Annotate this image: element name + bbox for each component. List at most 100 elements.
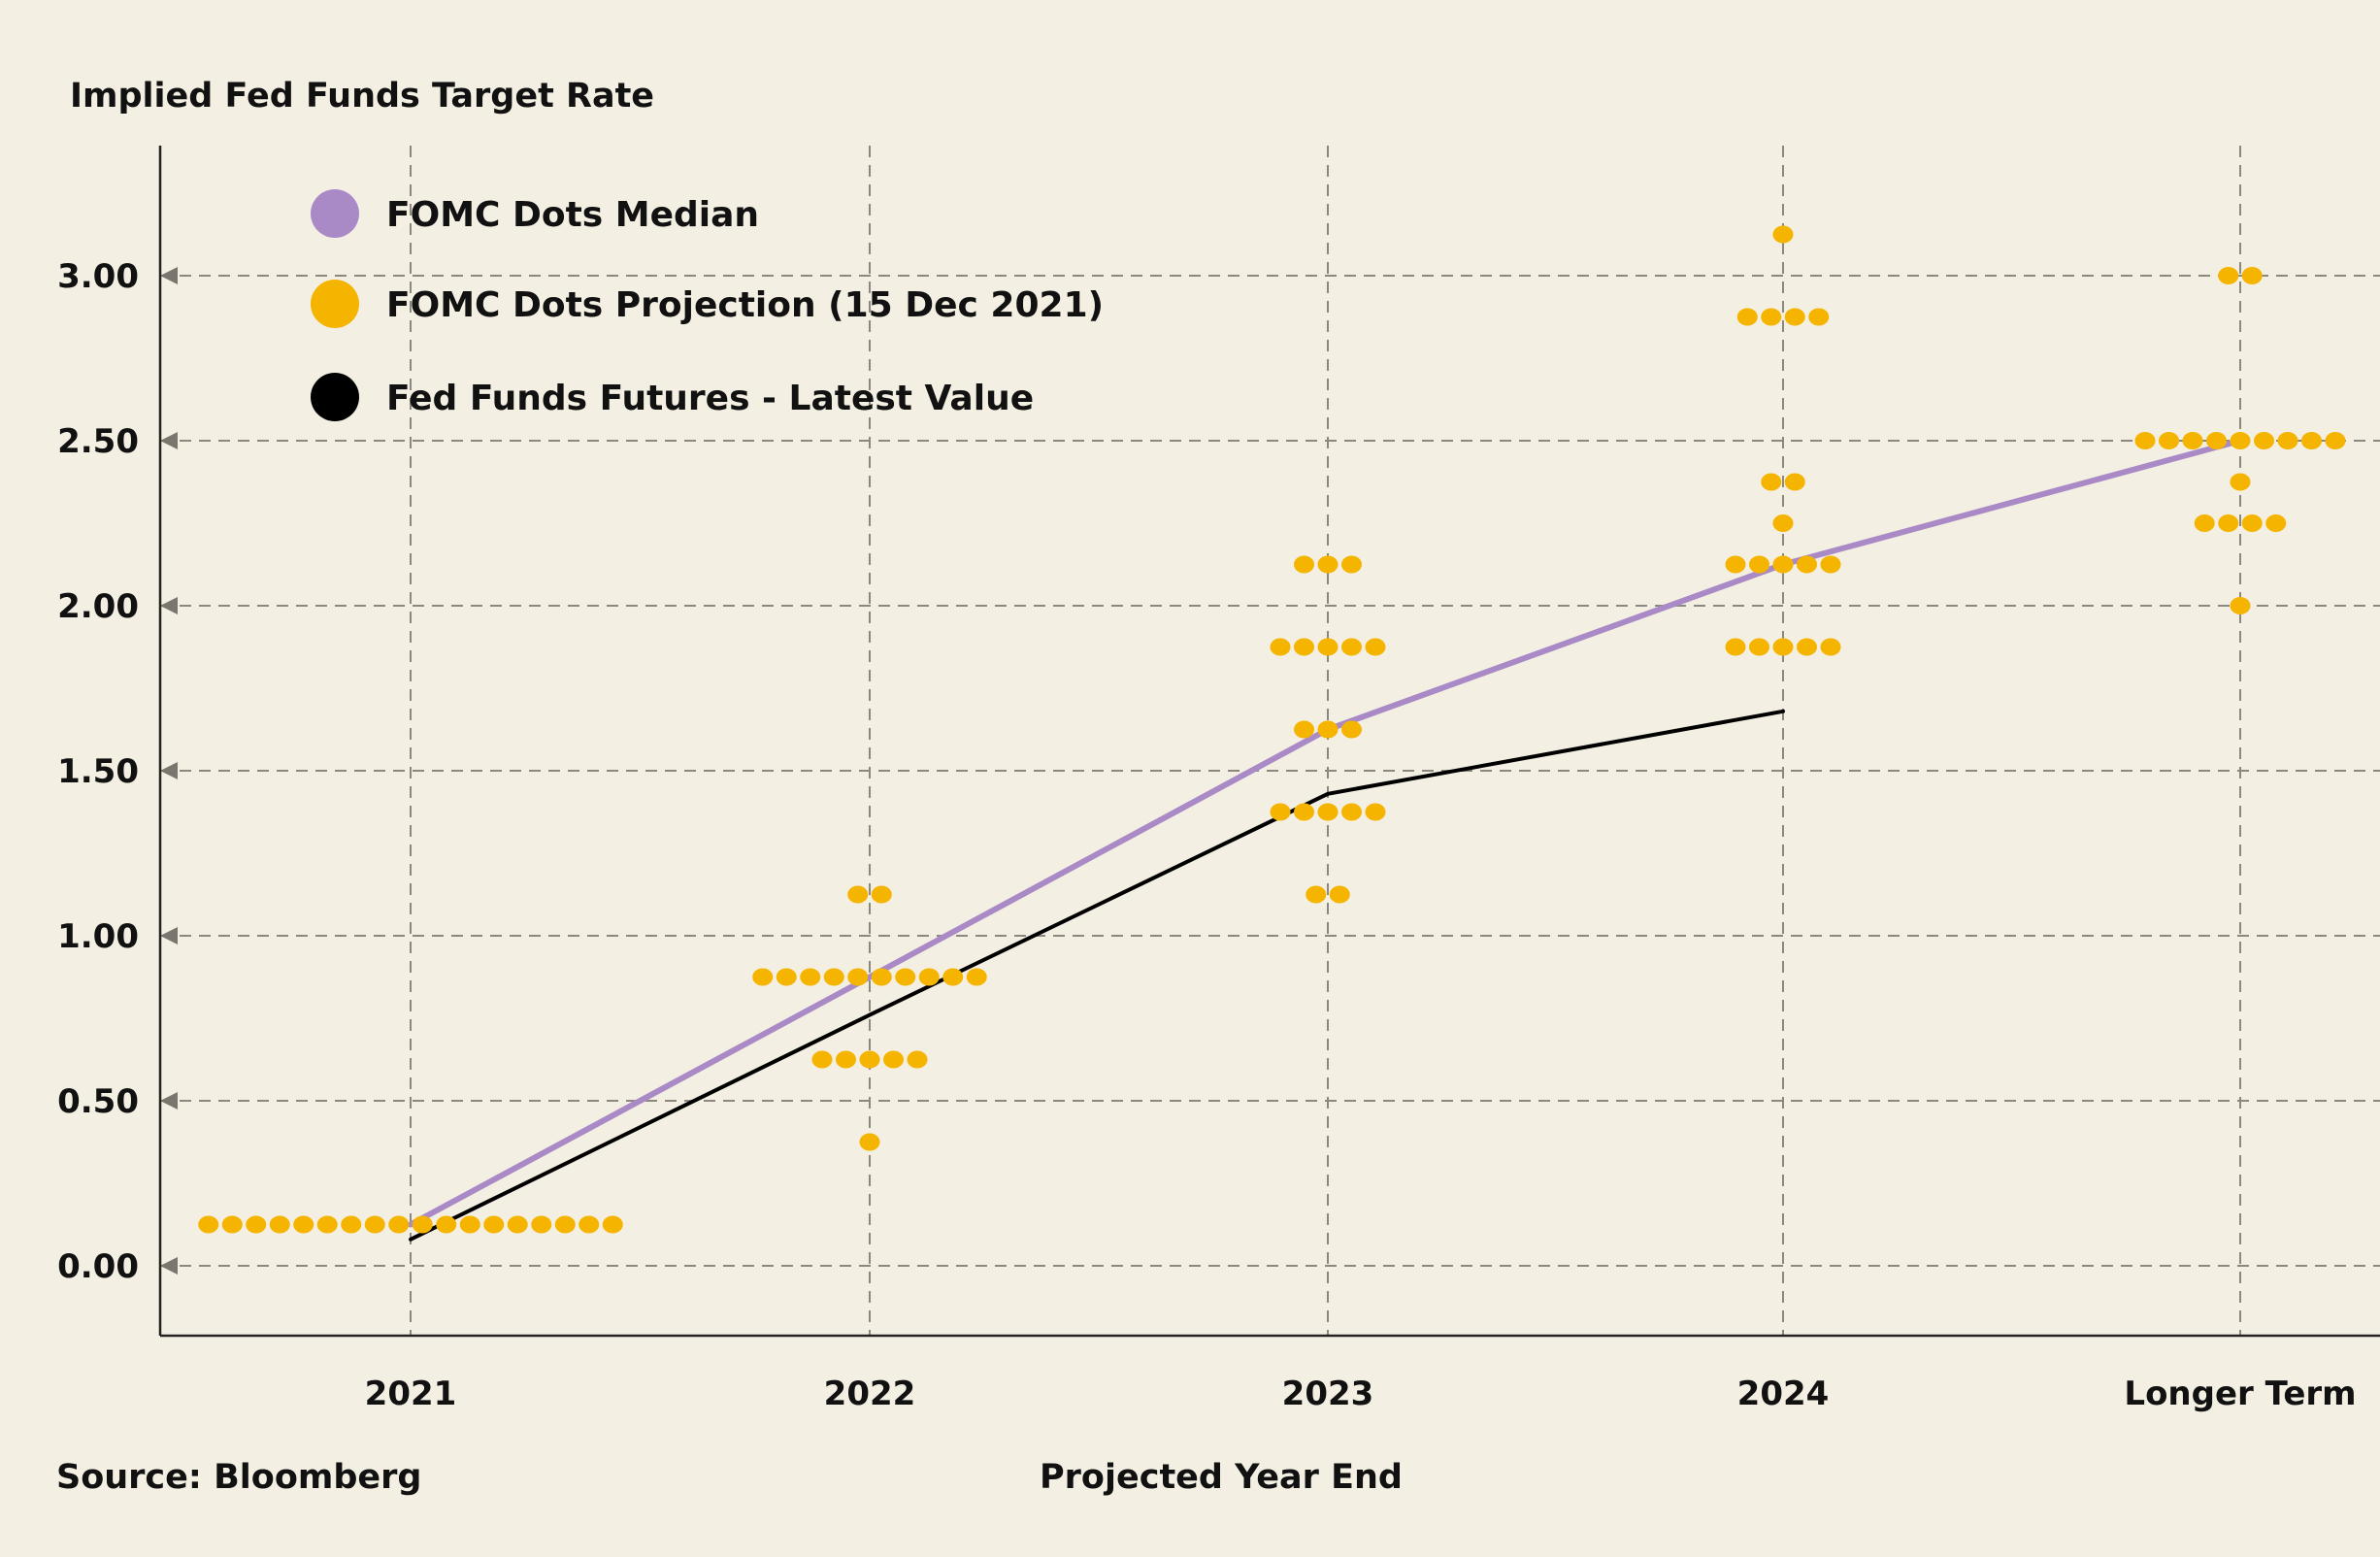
projection-dot [752,968,774,986]
x-tick-label: 2021 [365,1375,457,1413]
projection-dots [198,225,2346,1234]
tick-arrow [160,927,178,944]
grid [160,146,2380,1336]
x-axis-label: Projected Year End [1040,1458,1403,1497]
projection-dot [823,968,844,986]
projection-dot [1294,638,1314,656]
x-tick-label: 2024 [1737,1375,1830,1413]
futures-line [409,709,1785,1242]
projection-dot [966,968,987,986]
projection-dot [2218,267,2239,284]
projection-dot [2241,514,2263,532]
y-tick-label: 1.00 [57,917,139,956]
projection-dot [836,1050,856,1069]
projection-dot [847,885,869,904]
projection-dot [1270,803,1291,821]
projection-dot [269,1215,290,1234]
projection-dot [1341,720,1362,739]
projection-dot [2230,432,2251,449]
projection-dot [1294,720,1314,739]
projection-dot [895,968,916,986]
projection-dot [2277,432,2298,449]
projection-dot [1365,638,1386,656]
projection-dot [459,1215,480,1234]
projection-dot [1736,308,1758,326]
tick-arrow [160,1257,178,1275]
projection-dot [871,885,892,904]
y-tick-label: 2.50 [57,422,139,461]
legend-label: FOMC Dots Median [386,195,759,235]
projection-dot [2301,432,2322,449]
projection-dot [1772,638,1794,656]
axes [158,146,2380,1338]
projection-dot [507,1215,528,1234]
projection-dot [2182,432,2203,449]
projection-dot [1749,638,1769,656]
y-tick-label: 2.00 [57,587,139,626]
projection-dot [1820,555,1841,574]
projection-dot [1317,638,1339,656]
legend-label: Fed Funds Futures - Latest Value [386,379,1034,418]
projection-dot [1749,555,1769,574]
y-axis-ticks: 0.00 0.50 1.00 1.50 2.00 2.50 3.00 [57,257,139,1286]
legend: FOMC Dots Median FOMC Dots Projection (15… [311,189,1104,421]
tick-arrow [160,1092,178,1110]
projection-dot [1725,638,1746,656]
projection-dot [2134,432,2156,449]
projection-dot [859,1133,880,1151]
x-tick-label: 2022 [824,1375,916,1413]
x-axis-ticks: 2021 2022 2023 2024 Longer Term [365,1375,2357,1413]
projection-dot [1317,555,1339,574]
projection-dot [2218,514,2239,532]
tick-arrow [160,597,178,614]
projection-dot [1341,555,1362,574]
projection-dot [1761,308,1782,326]
projection-dot [2241,267,2263,284]
legend-label: FOMC Dots Projection (15 Dec 2021) [386,285,1104,325]
projection-dot [776,968,797,986]
projection-dot [1341,638,1362,656]
projection-dot [800,968,821,986]
projection-dot [1317,803,1339,821]
projection-dot [1365,803,1386,821]
projection-dot [2230,597,2251,614]
projection-dot [1270,638,1291,656]
projection-dot [2325,432,2346,449]
projection-dot [2194,514,2215,532]
legend-swatch [311,189,359,238]
legend-swatch [311,280,359,328]
projection-dot [883,1050,904,1069]
projection-dot [1808,308,1830,326]
projection-dot [1761,473,1782,491]
projection-dot [1329,885,1350,904]
projection-dot [1306,885,1327,904]
projection-dot [907,1050,928,1069]
projection-dot [1797,638,1817,656]
projection-dot [1772,225,1794,244]
projection-dot [293,1215,314,1234]
projection-dot [2265,514,2287,532]
projection-dot [221,1215,243,1234]
tick-arrow [160,432,178,449]
projection-dot [412,1215,433,1234]
projection-dot [364,1215,385,1234]
legend-swatch [311,373,359,421]
projection-dot [1317,720,1339,739]
projection-dot [811,1050,833,1069]
tick-arrow [160,267,178,284]
projection-dot [2206,432,2227,449]
projection-dot [602,1215,623,1234]
projection-dot [1341,803,1362,821]
tick-arrow [160,762,178,779]
x-tick-label: 2023 [1282,1375,1374,1413]
projection-dot [1797,555,1817,574]
projection-dot [859,1050,880,1069]
projection-dot [246,1215,267,1234]
projection-dot [578,1215,600,1234]
projection-dot [198,1215,219,1234]
projection-dot [2230,473,2251,491]
projection-dot [2254,432,2274,449]
projection-dot [1820,638,1841,656]
y-tick-label: 3.00 [57,257,139,296]
